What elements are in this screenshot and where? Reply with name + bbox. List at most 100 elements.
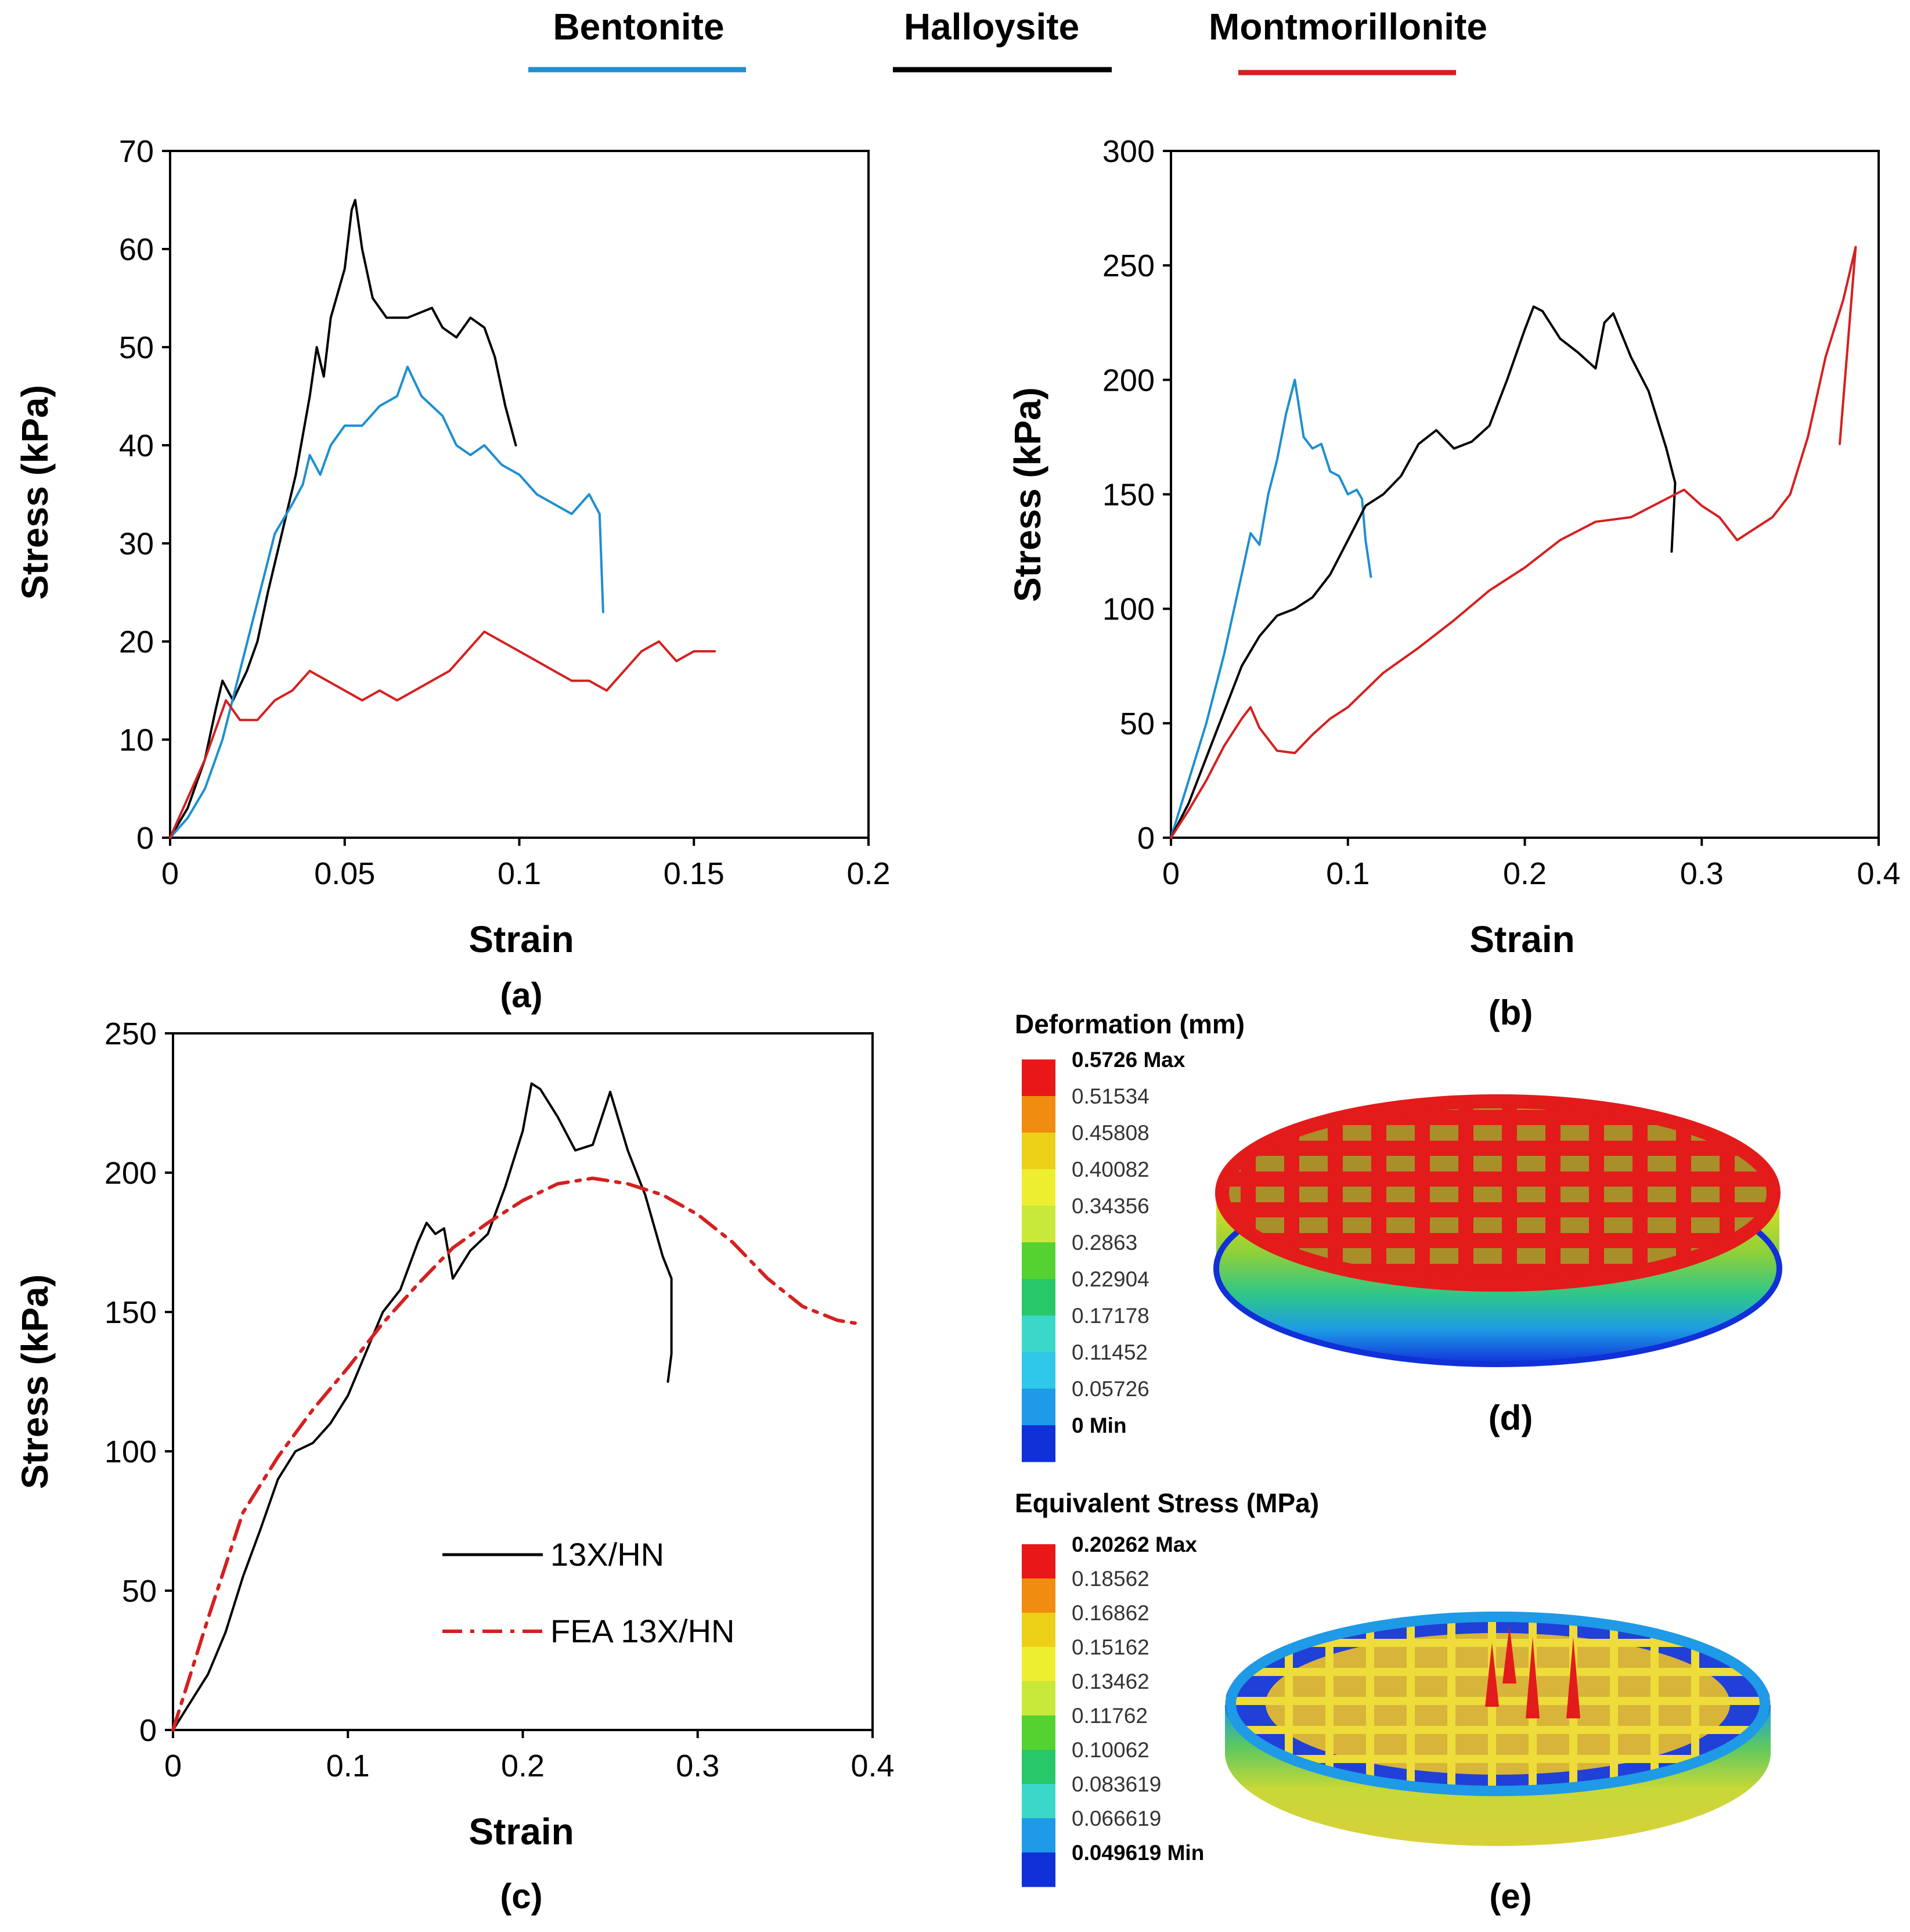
- chart-b-x-tick-label: 0.1: [1326, 856, 1370, 891]
- chart-b-series-halloysite: [1170, 305, 1677, 839]
- chart-b-y-tick-label: 50: [1120, 707, 1155, 741]
- cb-stress-swatch: [1022, 1750, 1055, 1785]
- panel-e: Equivalent Stress (MPa) 0.20262 Max 0.185…: [1015, 1488, 1771, 1916]
- cb-stress-swatch: [1022, 1818, 1055, 1853]
- legend-label-montmorillonite: Montmorillonite: [1209, 6, 1487, 48]
- chart-a-plot-frame: [169, 150, 870, 839]
- cb-deformation-swatch: [1022, 1279, 1055, 1316]
- chart-c-legend-label-fea-13x-hn: FEA 13X/HN: [550, 1613, 734, 1649]
- stress-model-image: [1225, 1612, 1771, 1846]
- legend-item-halloysite: Halloysite: [893, 6, 1112, 73]
- cb-deformation-label: 0.34356: [1072, 1194, 1149, 1218]
- chart-a-series-bentonite: [169, 365, 604, 839]
- cb-deformation-label: 0.17178: [1072, 1304, 1149, 1328]
- cb-deformation-label: 0 Min: [1072, 1414, 1127, 1437]
- chart-a: 0 0.05 0.1 0.15 0.2 0 10 20 30 40 50 60 70 Strain St…: [14, 134, 891, 1015]
- cb-deformation-swatch: [1022, 1059, 1055, 1097]
- chart-c-y-tick-label: 250: [104, 1017, 157, 1051]
- cb-stress-swatch: [1022, 1613, 1055, 1648]
- cb-deformation-swatch: [1022, 1242, 1055, 1279]
- cb-deformation-swatch: [1022, 1206, 1055, 1243]
- cb-deformation-label: 0.51534: [1072, 1084, 1149, 1108]
- chart-b-y-tick-label: 0: [1137, 821, 1155, 856]
- chart-b-x-tick-label: 0: [1162, 856, 1180, 891]
- chart-b-x-tick-label: 0.4: [1857, 856, 1900, 891]
- chart-a-x-tick-label: 0.2: [846, 856, 890, 891]
- chart-c-x-tick-label: 0.1: [326, 1749, 370, 1783]
- panel-label-d: (d): [1489, 1398, 1533, 1437]
- cb-deformation-label: 0.45808: [1072, 1121, 1149, 1145]
- chart-b-series-bentonite: [1170, 379, 1372, 839]
- chart-c-series-fea-13x-hn: [171, 1176, 857, 1732]
- chart-a-x-tick-label: 0: [161, 856, 179, 891]
- chart-a-x-tick-label: 0.1: [498, 856, 541, 891]
- chart-b-ticks: 0 0.1 0.2 0.3 0.4 0 50 100 150 200 250 300: [1102, 134, 1901, 891]
- cb-stress-swatch: [1022, 1715, 1055, 1750]
- chart-b-y-tick-label: 150: [1102, 478, 1155, 513]
- chart-b-series-montmorillonite: [1170, 246, 1857, 839]
- chart-a-series-halloysite: [169, 199, 517, 839]
- panel-label-b: (b): [1489, 993, 1533, 1032]
- chart-b-y-tick-label: 300: [1102, 134, 1155, 169]
- cb-deformation-swatch: [1022, 1096, 1055, 1133]
- chart-c-y-axis-title: Stress (kPa): [14, 1274, 56, 1489]
- legend-item-bentonite: Bentonite: [528, 6, 746, 73]
- cb-deformation-swatch: [1022, 1389, 1055, 1426]
- chart-c-x-axis-title: Strain: [469, 1811, 574, 1852]
- cb-stress-swatch: [1022, 1784, 1055, 1819]
- chart-a-x-tick-label: 0.15: [664, 856, 725, 891]
- deformation-colorbar: 0.5726 Max 0.51534 0.45808 0.40082 0.34356 0.…: [1022, 1048, 1185, 1462]
- cb-deformation-swatch: [1022, 1425, 1055, 1462]
- chart-c-series-13x-hn: [172, 1082, 673, 1731]
- chart-a-y-tick-label: 10: [119, 723, 154, 758]
- cb-stress-swatch: [1022, 1681, 1055, 1716]
- cb-stress-label: 0.066619: [1072, 1807, 1161, 1830]
- chart-a-x-axis-title: Strain: [469, 918, 574, 960]
- chart-a-y-tick-label: 30: [119, 527, 154, 561]
- panel-label-c: (c): [500, 1877, 542, 1916]
- cb-deformation-label: 0.11452: [1072, 1340, 1148, 1364]
- chart-a-y-tick-label: 60: [119, 232, 154, 267]
- cb-deformation-swatch: [1022, 1169, 1055, 1206]
- cb-stress-label: 0.15162: [1072, 1635, 1149, 1659]
- chart-a-y-tick-label: 20: [119, 625, 154, 659]
- cb-deformation-label: 0.2863: [1072, 1231, 1137, 1255]
- panel-label-a: (a): [500, 976, 542, 1015]
- chart-c-x-tick-label: 0.2: [501, 1749, 545, 1783]
- chart-a-series: [169, 199, 716, 839]
- chart-b-y-tick-label: 250: [1102, 248, 1155, 283]
- chart-a-x-tick-label: 0.05: [314, 856, 375, 891]
- chart-c-ticks: 0 0.1 0.2 0.3 0.4 0 50 100 150 200 250: [104, 1017, 895, 1783]
- chart-c-x-tick-label: 0.4: [851, 1749, 894, 1783]
- chart-b-x-tick-label: 0.2: [1503, 856, 1547, 891]
- chart-b-plot-frame: [1170, 150, 1880, 839]
- stress-colorbar: 0.20262 Max 0.18562 0.16862 0.15162 0.13462 0…: [1022, 1533, 1204, 1887]
- chart-a-ticks: 0 0.05 0.1 0.15 0.2 0 10 20 30 40 50 60 70: [119, 134, 891, 891]
- chart-c-y-tick-label: 0: [139, 1713, 157, 1748]
- chart-b: 0 0.1 0.2 0.3 0.4 0 50 100 150 200 250 300 Strain S…: [1007, 134, 1901, 1032]
- chart-c-series: [171, 1082, 857, 1732]
- cb-stress-label: 0.20262 Max: [1072, 1533, 1197, 1556]
- cb-deformation-label: 0.05726: [1072, 1377, 1149, 1401]
- cb-stress-label: 0.11762: [1072, 1704, 1148, 1728]
- stress-colorbar-title: Equivalent Stress (MPa): [1015, 1488, 1319, 1518]
- chart-c-legend: 13X/HN FEA 13X/HN: [442, 1536, 734, 1649]
- chart-c-x-tick-label: 0.3: [676, 1749, 719, 1783]
- cb-stress-label: 0.049619 Min: [1072, 1841, 1204, 1865]
- chart-c-y-tick-label: 50: [122, 1574, 157, 1609]
- chart-a-y-axis-title: Stress (kPa): [14, 385, 56, 600]
- legend-item-montmorillonite: Montmorillonite: [1209, 6, 1487, 75]
- cb-stress-label: 0.16862: [1072, 1601, 1149, 1625]
- cb-deformation-swatch: [1022, 1352, 1055, 1389]
- chart-b-x-axis-title: Strain: [1469, 918, 1574, 960]
- panel-d: Deformation (mm) 0.5726 Max 0.51534 0.4580…: [1015, 1009, 1782, 1462]
- chart-c-y-tick-label: 150: [104, 1295, 157, 1330]
- cb-deformation-label: 0.5726 Max: [1072, 1048, 1185, 1072]
- chart-c-plot-frame: [172, 1032, 874, 1731]
- cb-deformation-label: 0.22904: [1072, 1267, 1149, 1291]
- chart-c-y-tick-label: 100: [104, 1434, 157, 1469]
- cb-deformation-label: 0.40082: [1072, 1158, 1149, 1181]
- cb-stress-label: 0.10062: [1072, 1738, 1149, 1762]
- chart-b-series: [1170, 246, 1857, 839]
